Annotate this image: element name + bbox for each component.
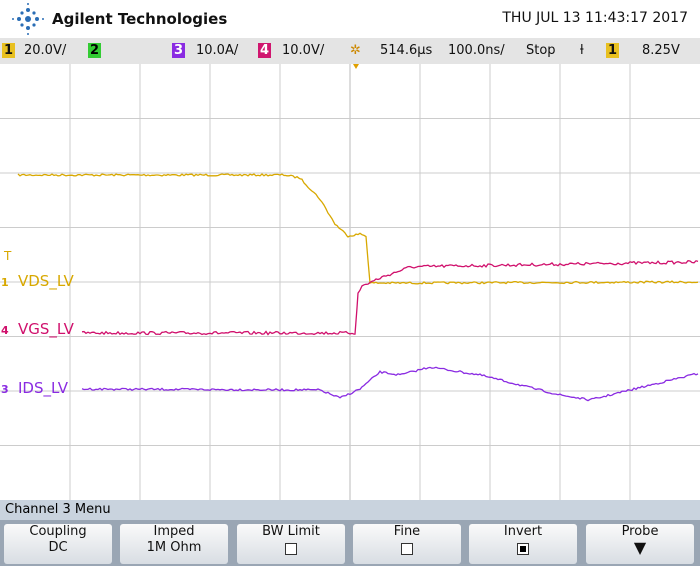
- softkey-value: DC: [48, 540, 68, 555]
- checkbox-checked: [517, 543, 529, 555]
- trigger-source: 1: [606, 43, 620, 58]
- channel-marker: 3: [1, 383, 9, 396]
- menu-title: Channel 3 Menu: [5, 502, 111, 517]
- ch3-badge: 3: [172, 43, 186, 58]
- softkey-value: 1M Ohm: [146, 540, 202, 555]
- datetime: THU JUL 13 11:43:17 2017: [502, 10, 688, 26]
- run-state: Stop: [526, 43, 556, 58]
- softkey[interactable]: Probe ▼: [586, 524, 694, 564]
- logo: [12, 3, 44, 35]
- checkbox: [285, 543, 297, 555]
- trigger-icon: ƚ: [580, 43, 584, 58]
- softkey-label: Coupling: [29, 524, 87, 539]
- arrow-down: ▼: [633, 538, 647, 557]
- softkey[interactable]: Imped 1M Ohm: [120, 524, 228, 564]
- softkey-label: BW Limit: [262, 524, 320, 539]
- trigger-level: 8.25V: [642, 43, 680, 58]
- softkey-label: Fine: [393, 524, 421, 539]
- ch1-scale: 20.0V/: [24, 43, 67, 58]
- channel-marker: 4: [1, 324, 9, 337]
- softkey[interactable]: Coupling DC: [4, 524, 112, 564]
- ch4-scale: 10.0V/: [282, 43, 325, 58]
- brand: Agilent Technologies: [52, 10, 228, 28]
- softkey-bar: Coupling DC Imped 1M Ohm BW Limit Fine Inv…: [0, 520, 700, 566]
- trace-ch1: [17, 173, 699, 285]
- header: Agilent Technologies THU JUL 13 11:43:17…: [0, 0, 700, 37]
- channel-label: IDS_LV: [18, 379, 69, 398]
- softkey-label: Probe: [621, 524, 659, 539]
- softkey[interactable]: BW Limit: [237, 524, 345, 564]
- status-bar: 1 20.0V/ 2 3 10.0A/ 4 10.0V/ ✲ 514.6µs 1…: [0, 38, 700, 64]
- softkey[interactable]: Invert: [469, 524, 577, 564]
- delay-icon: ✲: [350, 43, 361, 58]
- channel-label: VGS_LV: [18, 320, 75, 339]
- timebase: 100.0ns/: [448, 43, 505, 58]
- channel-marker: 1: [1, 276, 9, 289]
- waveform-area: T 1 VDS_LV 4 VGS_LV 3 IDS_LV: [0, 64, 700, 500]
- softkey-label: Imped: [153, 524, 195, 539]
- checkbox: [401, 543, 413, 555]
- trace-ch3: [81, 366, 699, 402]
- ch3-scale: 10.0A/: [196, 43, 239, 58]
- ch4-badge: 4: [258, 43, 272, 58]
- menu-title-bar: Channel 3 Menu: [0, 500, 700, 520]
- delay: 514.6µs: [380, 43, 433, 58]
- ch2-badge: 2: [88, 43, 102, 58]
- channel-label: VDS_LV: [18, 272, 75, 291]
- delay-marker: [353, 64, 359, 69]
- trace-ch4: [81, 260, 699, 336]
- softkey[interactable]: Fine: [353, 524, 461, 564]
- softkey-label: Invert: [503, 524, 543, 539]
- trigger-marker: T: [3, 249, 12, 263]
- ch1-badge: 1: [2, 43, 16, 58]
